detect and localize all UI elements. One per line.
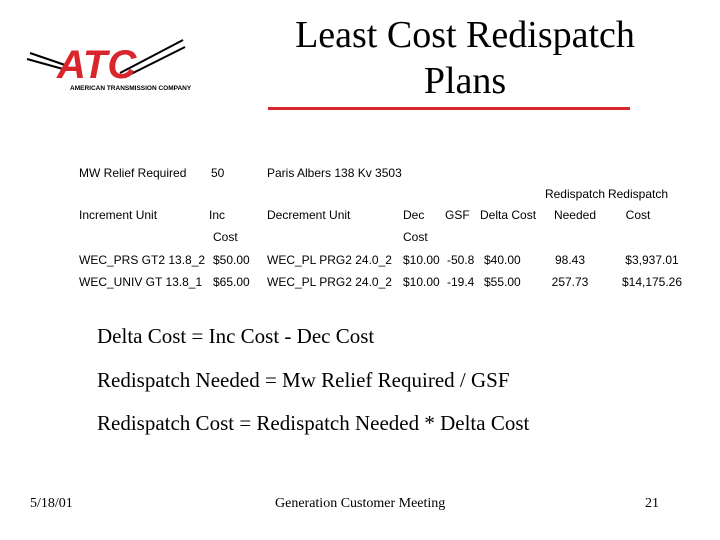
formula: Redispatch Cost = Redispatch Needed * De… [97, 411, 530, 435]
logo-mark: ATC [56, 43, 137, 87]
table-cell: 257.73 [551, 275, 589, 289]
column-header: Redispatch [544, 187, 606, 201]
table-cell: -50.8 [447, 253, 475, 267]
column-header: GSF [445, 208, 470, 222]
table-cell: -19.4 [447, 275, 475, 289]
info-value: 50 [211, 166, 225, 180]
table-cell: WEC_PL PRG2 24.0_2 [267, 253, 392, 267]
table-cell: $10.00 [403, 275, 440, 289]
column-header: Decrement Unit [267, 208, 351, 222]
footer-page: 21 [645, 496, 659, 511]
table-cell: $65.00 [213, 275, 250, 289]
table-cell: WEC_PRS GT2 13.8_2 [79, 253, 206, 267]
formula: Redispatch Needed = Mw Relief Required /… [97, 368, 510, 392]
table-cell: $50.00 [213, 253, 250, 267]
footer-date: 5/18/01 [30, 496, 73, 511]
column-header: Inc [209, 208, 226, 222]
column-header: Cost [625, 208, 651, 222]
table-cell: 98.43 [554, 253, 586, 267]
column-header: Needed [553, 208, 597, 222]
column-header: Delta Cost [480, 208, 537, 222]
table-cell: $55.00 [484, 275, 521, 289]
formula: Delta Cost = Inc Cost - Dec Cost [97, 324, 375, 348]
column-header: Increment Unit [79, 208, 158, 222]
column-header: Cost [213, 230, 238, 244]
info-location: Paris Albers 138 Kv 3503 [267, 166, 402, 180]
logo: ATC AMERICAN TRANSMISSION COMPANY [26, 39, 192, 92]
table-cell: WEC_UNIV GT 13.8_1 [79, 275, 203, 289]
table-cell: $3,937.01 [625, 253, 679, 267]
title-rule [268, 107, 630, 110]
column-header: Cost [403, 230, 428, 244]
info-label: MW Relief Required [79, 166, 187, 180]
table-cell: $40.00 [484, 253, 521, 267]
table-cell: $10.00 [403, 253, 440, 267]
table-cell: WEC_PL PRG2 24.0_2 [267, 275, 392, 289]
table-cell: $14,175.26 [621, 275, 683, 289]
slide-title: Least Cost Redispatch Plans [295, 14, 635, 102]
column-header: Dec [403, 208, 425, 222]
column-header: Redispatch [607, 187, 669, 201]
logo-tagline: AMERICAN TRANSMISSION COMPANY [70, 85, 192, 92]
footer-event: Generation Customer Meeting [275, 496, 446, 511]
